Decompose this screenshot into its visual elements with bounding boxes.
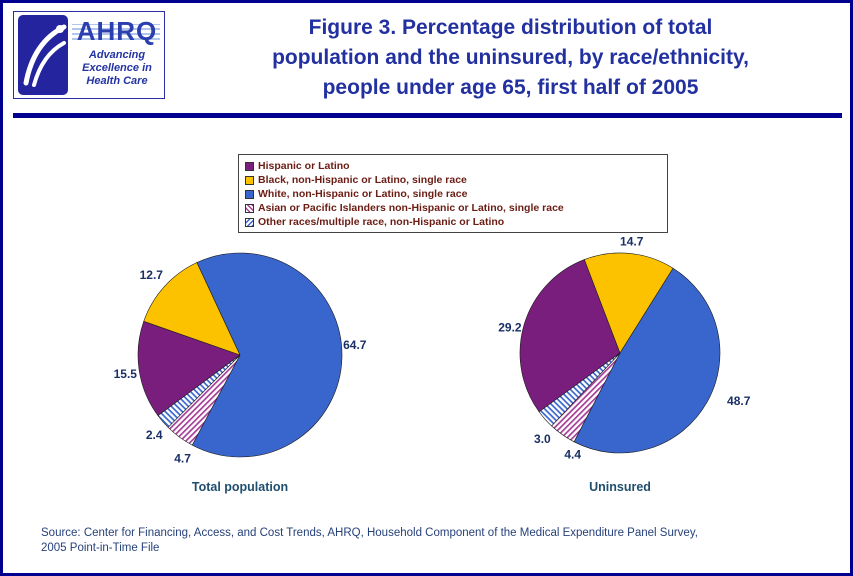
pie-value-label: 29.2: [498, 321, 522, 335]
pie-slice-white-non-hispanic-or-latino-single-race: [191, 252, 343, 458]
pie-value-label: 4.4: [564, 448, 581, 462]
pie-value-label: 48.7: [727, 394, 751, 408]
legend-item-black-non-hispanic-or-latino-single-race: Black, non-Hispanic or Latino, single ra…: [245, 173, 661, 187]
logo-box: AHRQ Advancing Excellence in Health Care: [13, 11, 165, 99]
source-note-line: Source: Center for Financing, Access, an…: [41, 527, 698, 539]
pie-value-label: 2.4: [146, 428, 163, 442]
ahrq-tagline-line: Health Care: [86, 75, 148, 87]
ahrq-swoosh-decoration: [72, 24, 160, 40]
figure-title-line: Figure 3. Percentage distribution of tot…: [308, 16, 713, 39]
pie-slice-white-non-hispanic-or-latino-single-race: [573, 267, 721, 454]
legend-swatch-icon: [245, 161, 254, 171]
pie-slice-hispanic-or-latino: [137, 320, 241, 417]
pie-chart-uninsured: 29.2 14.7 48.7 4.4 3.0: [498, 235, 751, 462]
pie-chart-total-population: 15.5 12.7 64.7 4.7 2.4: [114, 252, 367, 466]
legend-swatch-icon: [245, 175, 254, 185]
ahrq-tagline-line: Advancing: [88, 49, 146, 61]
pie-slice-black-non-hispanic-or-latino-single-race: [583, 252, 674, 354]
legend-item-white-non-hispanic-or-latino-single-race: White, non-Hispanic or Latino, single ra…: [245, 187, 661, 201]
legend-item-asian-or-pacific-islanders-non-hispanic-: Asian or Pacific Islanders non-Hispanic …: [245, 201, 661, 215]
pie-value-label: 14.7: [620, 235, 644, 249]
legend-item-hispanic-or-latino: Hispanic or Latino: [245, 159, 661, 173]
pie-value-label: 3.0: [534, 432, 551, 446]
legend-label: Other races/multiple race, non-Hispanic …: [258, 215, 505, 228]
pie-slice-black-non-hispanic-or-latino-single-race: [143, 262, 241, 356]
legend-swatch-icon: [245, 203, 254, 213]
source-note: Source: Center for Financing, Access, an…: [41, 526, 820, 556]
legend-label: Hispanic or Latino: [258, 159, 350, 172]
legend-label: White, non-Hispanic or Latino, single ra…: [258, 187, 468, 200]
pie-value-label: 12.7: [140, 268, 164, 282]
source-note-line: 2005 Point-in-Time File: [41, 542, 160, 554]
pie-slice-other-races-multiple-race-non-hispanic-o: [538, 352, 621, 427]
legend-label: Asian or Pacific Islanders non-Hispanic …: [258, 201, 564, 214]
pie-value-label: 64.7: [343, 338, 367, 352]
ahrq-wordmark: AHRQ: [76, 16, 158, 46]
ahrq-tagline: Advancing Excellence in Health Care: [72, 49, 162, 88]
legend-swatch-icon: [245, 217, 254, 227]
figure-title-line: people under age 65, first half of 2005: [322, 76, 699, 99]
pie-value-label: 4.7: [174, 452, 191, 466]
ahrq-tagline-line: Excellence in: [82, 62, 152, 74]
pie-caption-total-population: Total population: [191, 480, 289, 494]
pie-value-label: 15.5: [114, 367, 138, 381]
pie-slice-other-races-multiple-race-non-hispanic-o: [157, 354, 241, 428]
hhs-logo: [18, 15, 68, 95]
ahrq-logo: AHRQ Advancing Excellence in Health Care: [72, 16, 162, 96]
legend: Hispanic or Latino Black, non-Hispanic or…: [238, 154, 668, 233]
figure-title-line: population and the uninsured, by race/et…: [272, 46, 749, 69]
hhs-eagle-icon: [23, 24, 67, 87]
legend-label: Black, non-Hispanic or Latino, single ra…: [258, 173, 467, 186]
figure-title: Figure 3. Percentage distribution of tot…: [183, 13, 838, 103]
pie-slice-hispanic-or-latino: [519, 259, 621, 413]
pie-caption-uninsured: Uninsured: [589, 480, 651, 494]
legend-item-other-races-multiple-race-non-hispanic-o: Other races/multiple race, non-Hispanic …: [245, 215, 661, 229]
legend-swatch-icon: [245, 189, 254, 199]
header-divider-rule: [13, 113, 842, 118]
